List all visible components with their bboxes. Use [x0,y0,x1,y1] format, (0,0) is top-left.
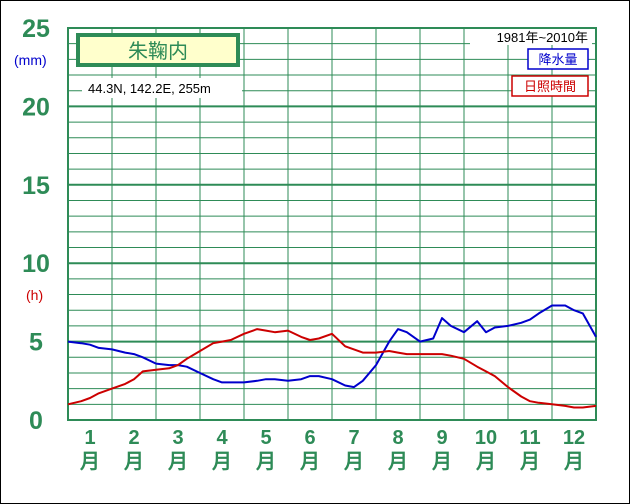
station-title: 朱鞠内 [128,40,188,63]
period-label: 1981年~2010年 [497,30,588,45]
precip-line [67,304,597,389]
x-tick-label: 5 [260,427,271,449]
x-tick-suffix: 月 [167,451,188,473]
legend-precip-box [527,48,589,70]
x-tick-suffix: 月 [123,451,144,473]
x-tick-label: 9 [436,427,447,449]
period-bg [470,29,592,45]
x-tick-suffix: 月 [343,451,364,473]
x-tick-label: 7 [348,427,359,449]
x-tick-label: 8 [392,427,403,449]
station-location: 44.3N, 142.2E, 255m [88,81,211,96]
y-tick-label: 25 [22,15,50,43]
x-tick-suffix: 月 [563,451,584,473]
x-tick-label: 1 [84,427,95,449]
x-tick-label: 4 [216,427,228,449]
legend-sunshine-label: 日照時間 [524,79,576,94]
y-tick-label: 5 [29,329,43,357]
location-bg [82,78,242,98]
y-tick-label: 15 [22,172,50,200]
x-tick-suffix: 月 [387,451,408,473]
x-tick-suffix: 月 [255,451,276,473]
x-tick-label: 11 [519,427,540,449]
legend-sunshine-box [511,75,589,97]
sunshine-line [67,328,597,409]
x-tick-label: 10 [475,427,497,449]
x-tick-suffix: 月 [79,451,100,473]
x-tick-suffix: 月 [299,451,320,473]
x-tick-label: 3 [172,427,183,449]
x-tick-label: 6 [304,427,315,449]
y-tick-labels: 0 5 10 15 20 25 [22,15,50,435]
x-tick-suffix: 月 [211,451,232,473]
x-tick-label: 2 [128,427,139,449]
title-box-inner [80,37,236,63]
y-tick-label: 20 [22,93,50,121]
x-tick-suffix: 月 [475,451,496,473]
y-tick-label: 10 [22,250,50,278]
legend-precip-label: 降水量 [538,52,577,67]
y-tick-label: 0 [29,407,43,435]
y-unit-sunshine: (h) [26,287,43,303]
x-tick-label: 12 [563,427,585,449]
x-tick-suffix: 月 [431,451,452,473]
grid [68,28,596,420]
y-unit-precip: (mm) [14,52,47,68]
x-tick-suffix: 月 [519,451,540,473]
